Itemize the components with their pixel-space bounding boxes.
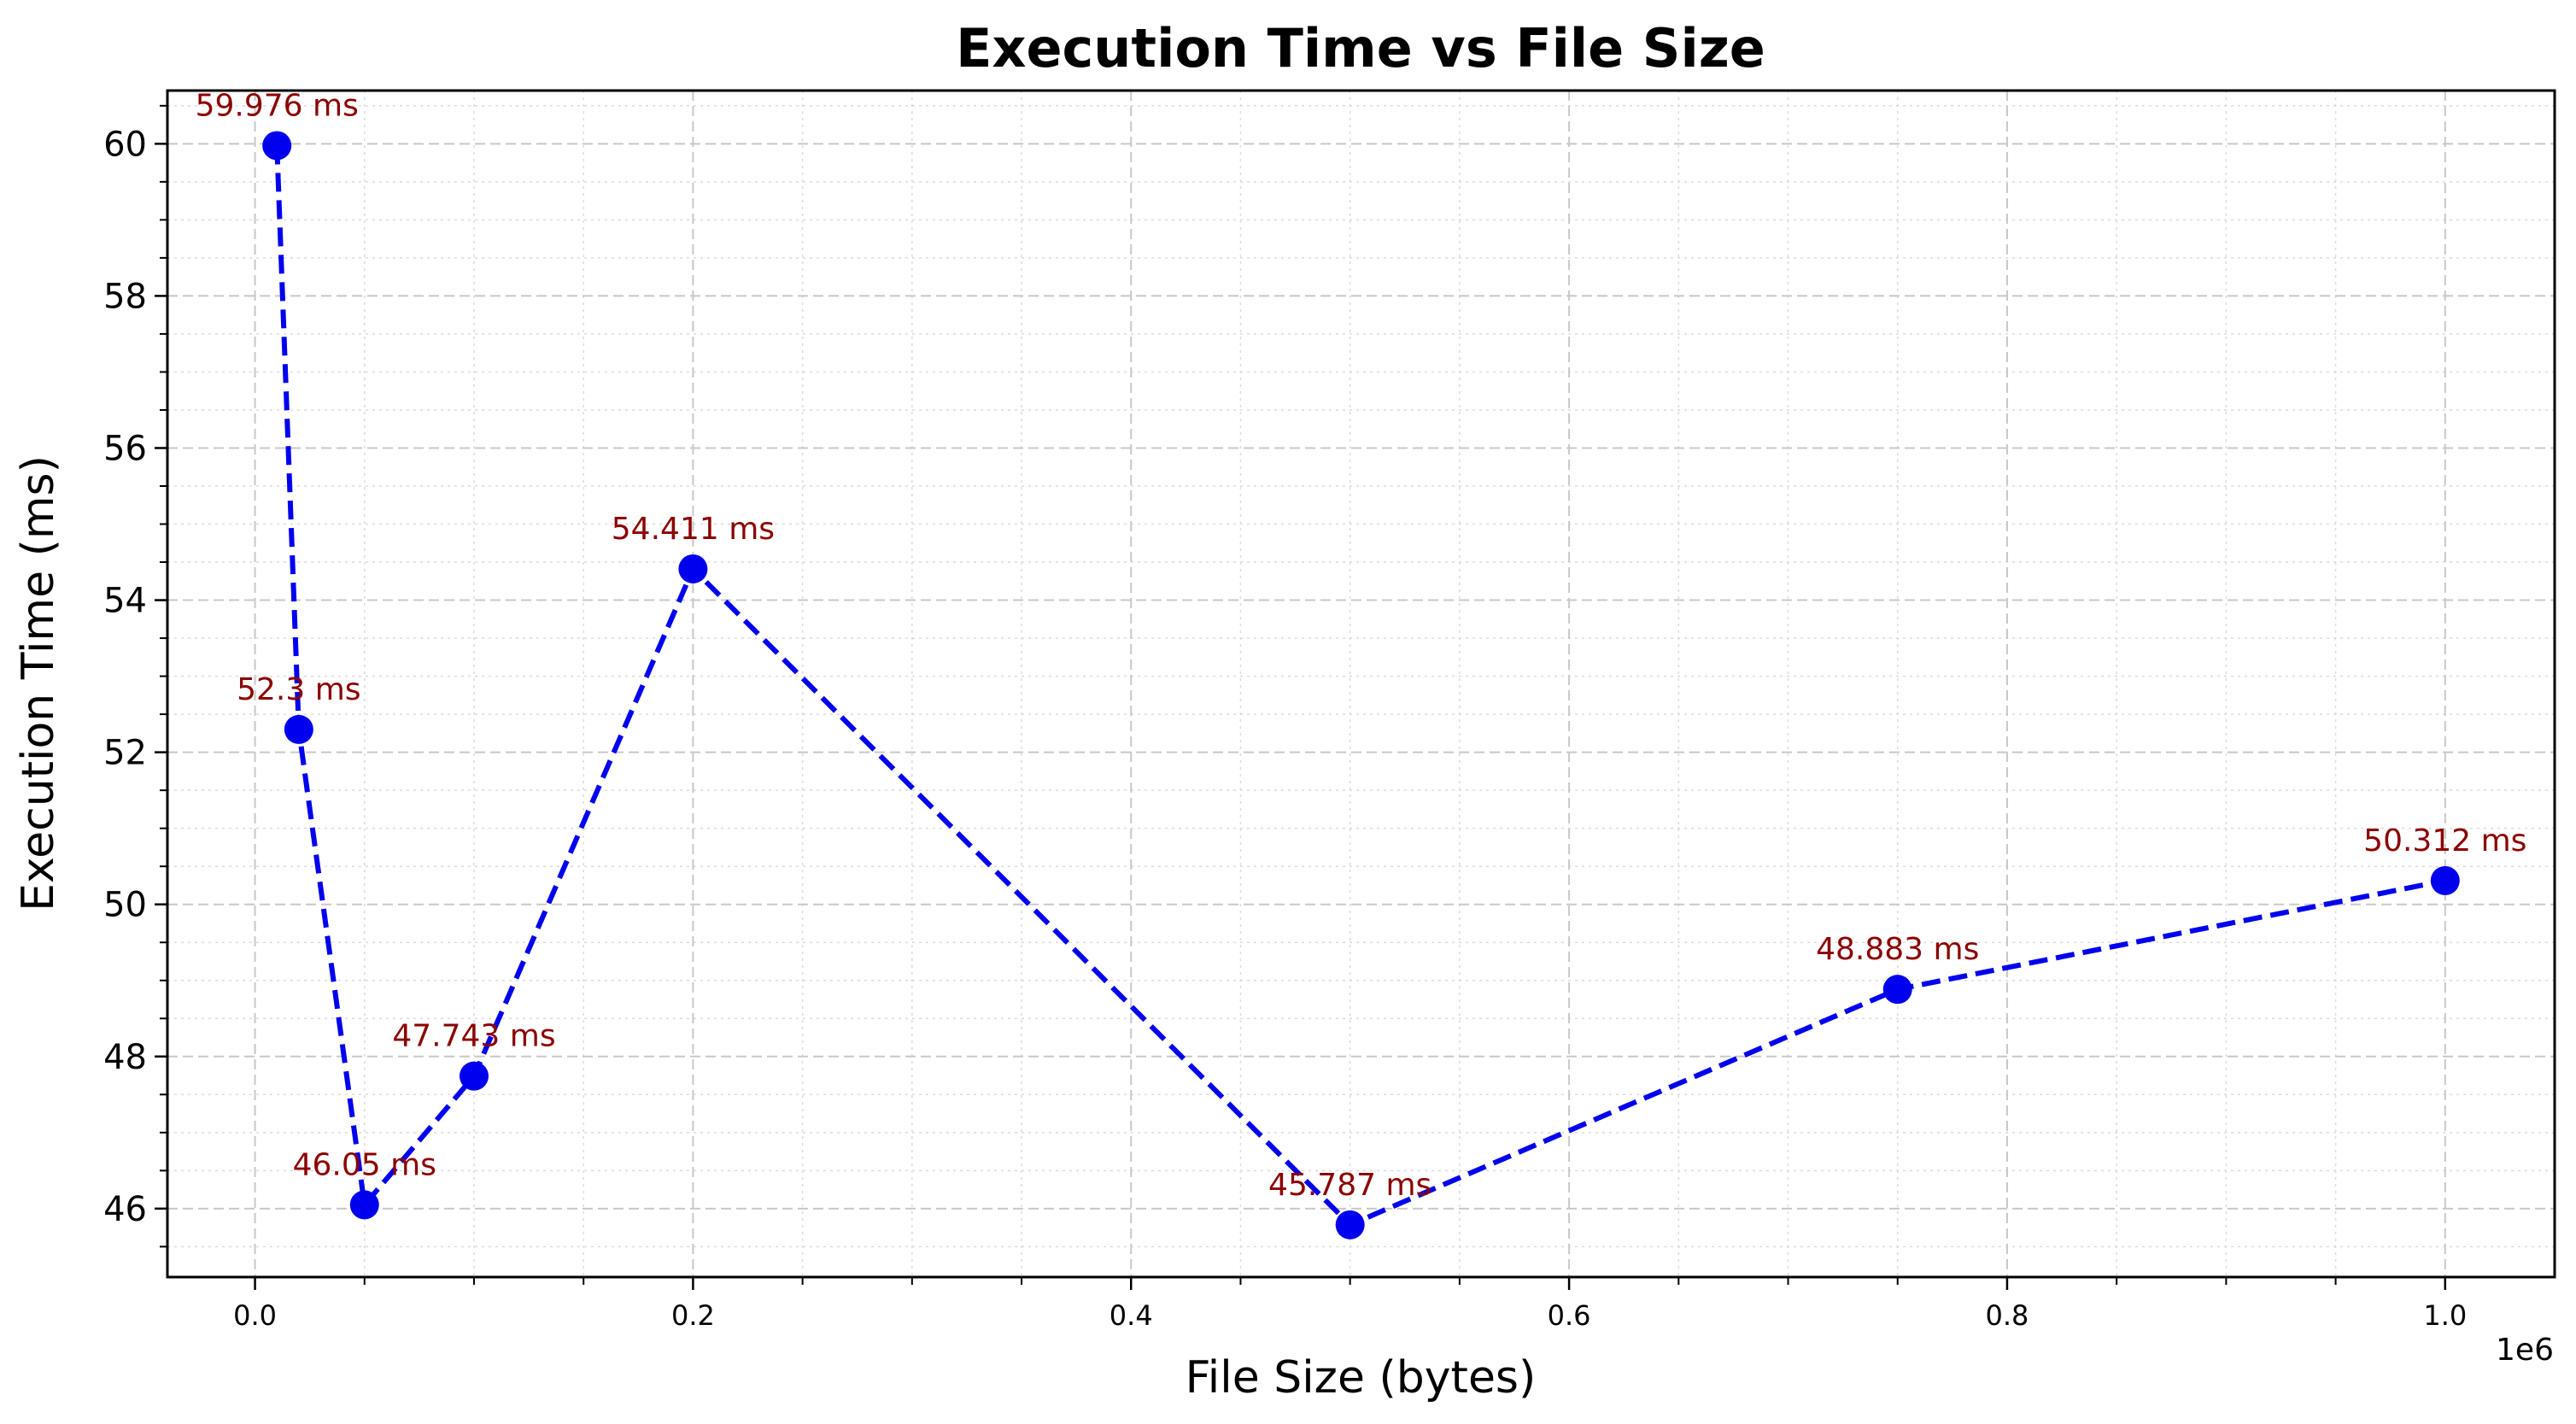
data-label: 45.787 ms: [1268, 1168, 1431, 1203]
grid: [167, 91, 2555, 1277]
data-label: 59.976 ms: [196, 88, 359, 123]
chart-title: Execution Time vs File Size: [956, 17, 1765, 79]
data-point: [284, 714, 313, 744]
y-tick-label: 58: [103, 277, 147, 316]
x-tick-label: 0.2: [671, 1299, 715, 1332]
data-label: 52.3 ms: [237, 672, 360, 707]
data-point: [262, 131, 292, 161]
axis-ticks: 0.0 0.2 0.4 0.6 0.8 1.0 46 48 50 52 54 56 58 60: [103, 104, 2467, 1332]
y-tick-label: 46: [103, 1190, 147, 1229]
data-point: [1882, 975, 1912, 1005]
data-label: 54.411 ms: [612, 512, 775, 547]
x-tick-label: 0.6: [1548, 1299, 1591, 1332]
data-labels: 59.976 ms 52.3 ms 46.05 ms 47.743 ms 54.411 …: [196, 88, 2527, 1202]
series-polyline: [274, 145, 2446, 1228]
y-tick-label: 52: [103, 734, 147, 773]
data-point: [349, 1190, 379, 1220]
x-tick-label: 1.0: [2423, 1299, 2467, 1332]
series-line: [274, 145, 2446, 1228]
y-tick-label: 48: [103, 1038, 147, 1077]
y-tick-label: 60: [103, 125, 147, 164]
data-point: [459, 1061, 489, 1091]
y-tick-label: 56: [103, 429, 147, 468]
x-axis-label: File Size (bytes): [1186, 1352, 1537, 1403]
plot-frame: [166, 89, 2556, 1279]
x-tick-label: 0.8: [1985, 1299, 2029, 1332]
data-label: 46.05 ms: [293, 1147, 436, 1182]
data-point: [2430, 865, 2460, 895]
series-points: [262, 131, 2460, 1239]
x-offset-label: 1e6: [2496, 1333, 2554, 1368]
data-label: 48.883 ms: [1816, 932, 1979, 967]
data-label: 47.743 ms: [392, 1019, 555, 1054]
x-tick-label: 0.4: [1109, 1299, 1153, 1332]
y-tick-label: 50: [103, 886, 147, 925]
data-point: [1335, 1210, 1365, 1239]
data-label: 50.312 ms: [2363, 823, 2526, 859]
x-tick-label: 0.0: [233, 1299, 277, 1332]
data-point: [678, 554, 708, 583]
y-axis-label: Execution Time (ms): [13, 455, 64, 911]
y-tick-label: 54: [103, 582, 147, 621]
